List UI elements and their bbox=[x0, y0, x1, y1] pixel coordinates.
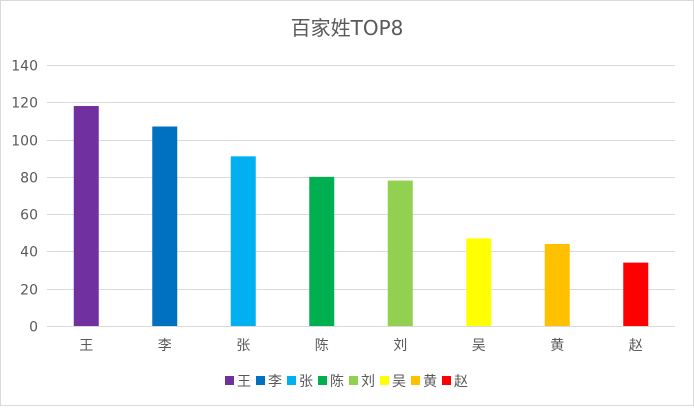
y-tick-label: 80 bbox=[20, 171, 38, 187]
legend-swatch bbox=[411, 376, 420, 385]
x-category-label: 李 bbox=[158, 338, 172, 354]
x-category-label: 刘 bbox=[393, 338, 407, 354]
bar bbox=[73, 106, 99, 326]
legend-label: 赵 bbox=[454, 374, 468, 390]
chart-title: 百家姓TOP8 bbox=[291, 16, 404, 40]
gridlines bbox=[47, 65, 675, 327]
bar bbox=[230, 156, 256, 326]
bar bbox=[309, 176, 335, 326]
y-tick-label: 40 bbox=[20, 245, 38, 261]
y-tick-label: 120 bbox=[11, 96, 38, 112]
legend-label: 王 bbox=[237, 374, 251, 390]
legend-swatch bbox=[287, 376, 296, 385]
bar bbox=[623, 262, 649, 326]
x-category-label: 赵 bbox=[629, 338, 643, 354]
legend-item: 赵 bbox=[442, 374, 468, 390]
legend-label: 黄 bbox=[423, 373, 437, 390]
legend-item: 黄 bbox=[411, 373, 437, 390]
legend-swatch bbox=[225, 376, 234, 385]
legend-swatch bbox=[318, 376, 327, 385]
bars bbox=[73, 106, 649, 327]
x-category-label: 张 bbox=[236, 338, 250, 354]
legend-swatch bbox=[256, 376, 265, 385]
legend-item: 张 bbox=[287, 374, 313, 390]
x-category-label: 黄 bbox=[550, 337, 564, 354]
y-tick-label: 140 bbox=[11, 59, 38, 75]
legend-item: 李 bbox=[256, 374, 282, 390]
legend-item: 王 bbox=[225, 374, 251, 390]
legend-label: 吴 bbox=[392, 374, 406, 390]
legend-item: 吴 bbox=[380, 374, 406, 390]
legend-label: 陈 bbox=[330, 373, 344, 390]
bar bbox=[466, 238, 492, 326]
legend-label: 张 bbox=[299, 374, 313, 390]
legend-swatch bbox=[349, 376, 358, 385]
x-category-label: 王 bbox=[79, 338, 93, 354]
legend-swatch bbox=[380, 376, 389, 385]
x-category-label: 陈 bbox=[315, 337, 329, 354]
y-tick-label: 60 bbox=[20, 208, 38, 224]
y-tick-label: 100 bbox=[11, 134, 38, 150]
legend-label: 刘 bbox=[361, 374, 375, 390]
bar bbox=[387, 180, 413, 326]
legend-swatch bbox=[442, 376, 451, 385]
y-axis-ticks: 0 20 40 60 80 100 120 140 bbox=[11, 59, 38, 336]
legend-label: 李 bbox=[268, 374, 282, 390]
bar bbox=[544, 243, 570, 326]
legend-item: 陈 bbox=[318, 373, 344, 390]
y-tick-label: 0 bbox=[29, 320, 38, 336]
bar bbox=[152, 126, 178, 327]
x-category-label: 吴 bbox=[472, 338, 486, 354]
legend-item: 刘 bbox=[349, 374, 375, 390]
y-tick-label: 20 bbox=[20, 283, 38, 299]
x-axis-categories: 王李张陈刘吴黄赵 bbox=[79, 337, 643, 354]
legend: 王李张陈刘吴黄赵 bbox=[225, 373, 468, 390]
